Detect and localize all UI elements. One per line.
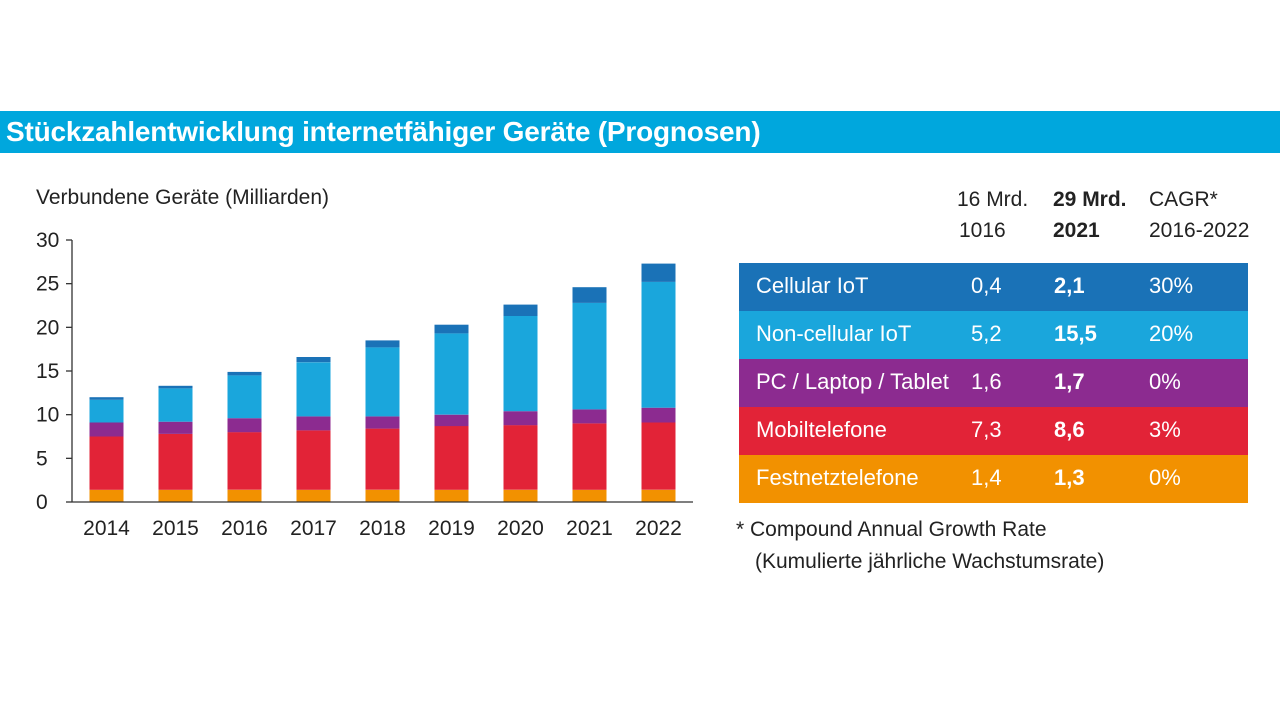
bar-segment (89, 489, 124, 502)
row-value-cagr: 0% (1149, 465, 1181, 490)
bar-segment (572, 489, 607, 502)
x-tick-label: 2021 (566, 517, 613, 540)
x-tick-label: 2020 (497, 517, 544, 540)
bar-segment (572, 409, 607, 424)
x-tick-label: 2017 (290, 517, 337, 540)
header-2021-line1: 29 Mrd. (1053, 188, 1127, 211)
y-tick-label: 5 (36, 447, 48, 470)
bar-segment (434, 333, 469, 415)
bar-segment (227, 375, 262, 419)
header-2016-line1: 16 Mrd. (957, 188, 1029, 211)
bar-segment (296, 489, 331, 502)
row-value-2016: 1,4 (971, 465, 1002, 490)
footnote-line-1: * Compound Annual Growth Rate (736, 518, 1047, 541)
bar-segment (158, 421, 193, 434)
bar-segment (296, 416, 331, 431)
header-cagr-line1: CAGR* (1149, 188, 1218, 211)
y-axis-label: Verbundene Geräte (Milliarden) (36, 186, 329, 209)
bar-segment (503, 425, 538, 490)
bar-segment (503, 489, 538, 502)
x-tick-label: 2019 (428, 517, 475, 540)
row-label: Mobiltelefone (756, 417, 887, 442)
row-value-2021: 1,7 (1054, 369, 1085, 394)
bar-segment (227, 489, 262, 502)
x-tick-label: 2018 (359, 517, 406, 540)
y-tick-label: 15 (36, 360, 59, 383)
row-value-2016: 0,4 (971, 273, 1002, 298)
row-value-2016: 5,2 (971, 321, 1002, 346)
bar-segment (572, 423, 607, 490)
bar-segment (641, 407, 676, 423)
bar-segment (89, 399, 124, 423)
bar-segment (503, 316, 538, 412)
footnote: * Compound Annual Growth Rate (Kumuliert… (736, 514, 1104, 578)
bar-segment (158, 489, 193, 502)
table-row-mobiltelefone: Mobiltelefone 7,3 8,6 3% (739, 407, 1248, 455)
row-value-2021: 8,6 (1054, 417, 1085, 442)
row-value-2021: 15,5 (1054, 321, 1097, 346)
table-row-non-cellular-iot: Non-cellular IoT 5,2 15,5 20% (739, 311, 1248, 359)
bar-segment (89, 422, 124, 437)
bar-segment (365, 340, 400, 348)
x-tick-label: 2022 (635, 517, 682, 540)
table-row-pc-laptop-tablet: PC / Laptop / Tablet 1,6 1,7 0% (739, 359, 1248, 407)
stacked-bar-chart: 2014 2015 2016 2017 2018 2019 2020 2021 20220510… (36, 229, 693, 540)
row-value-2016: 7,3 (971, 417, 1002, 442)
y-tick-label: 10 (36, 404, 59, 427)
bar-segment (296, 357, 331, 363)
table-row-cellular-iot: Cellular IoT 0,4 2,1 30% (739, 263, 1248, 311)
bar-segment (227, 432, 262, 490)
row-label: Festnetztelefone (756, 465, 919, 490)
y-tick-label: 25 (36, 273, 59, 296)
bar-segment (434, 426, 469, 490)
bar-segment (158, 388, 193, 422)
y-tick-label: 30 (36, 229, 59, 252)
title-banner: Stückzahlentwicklung internetfähiger Ger… (0, 111, 1280, 153)
bar-segment (572, 287, 607, 303)
bar-segment (227, 418, 262, 433)
bar-segment (365, 489, 400, 502)
x-tick-label: 2015 (152, 517, 199, 540)
row-label: PC / Laptop / Tablet (756, 369, 949, 394)
bar-segment (227, 371, 262, 376)
row-value-cagr: 0% (1149, 369, 1181, 394)
bar-segment (434, 324, 469, 334)
bar-segment (365, 416, 400, 429)
bar-segment (158, 433, 193, 490)
y-tick-label: 0 (36, 491, 48, 514)
header-2016-line2: 1016 (959, 219, 1006, 242)
row-value-cagr: 3% (1149, 417, 1181, 442)
bar-segment (503, 411, 538, 426)
table-row-festnetztelefone: Festnetztelefone 1,4 1,3 0% (739, 455, 1248, 503)
bar-segment (296, 430, 331, 490)
chart-title: Stückzahlentwicklung internetfähiger Ger… (6, 116, 761, 147)
bar-segment (641, 263, 676, 282)
header-2021-line2: 2021 (1053, 219, 1100, 242)
bar-segment (641, 281, 676, 408)
bar-segment (158, 385, 193, 389)
bar-segment (503, 304, 538, 316)
bar-segment (365, 428, 400, 490)
row-value-2021: 1,3 (1054, 465, 1085, 490)
row-value-2021: 2,1 (1054, 273, 1085, 298)
y-tick-label: 20 (36, 316, 59, 339)
row-value-cagr: 30% (1149, 273, 1194, 298)
bar-segment (89, 436, 124, 490)
bar-segment (365, 347, 400, 417)
bar-segment (572, 302, 607, 410)
row-label: Non-cellular IoT (756, 321, 912, 346)
x-tick-label: 2016 (221, 517, 268, 540)
bar-segment (89, 397, 124, 400)
bar-segment (296, 362, 331, 417)
bar-segment (434, 414, 469, 427)
row-label: Cellular IoT (756, 273, 869, 298)
x-tick-label: 2014 (83, 517, 130, 540)
footnote-line-2: (Kumulierte jährliche Wachstumsrate) (755, 550, 1105, 573)
bar-segment (641, 422, 676, 490)
row-value-cagr: 20% (1149, 321, 1194, 346)
header-cagr-line2: 2016-2022 (1149, 219, 1250, 242)
row-value-2016: 1,6 (971, 369, 1002, 394)
bar-segment (641, 489, 676, 502)
bar-segment (434, 489, 469, 502)
